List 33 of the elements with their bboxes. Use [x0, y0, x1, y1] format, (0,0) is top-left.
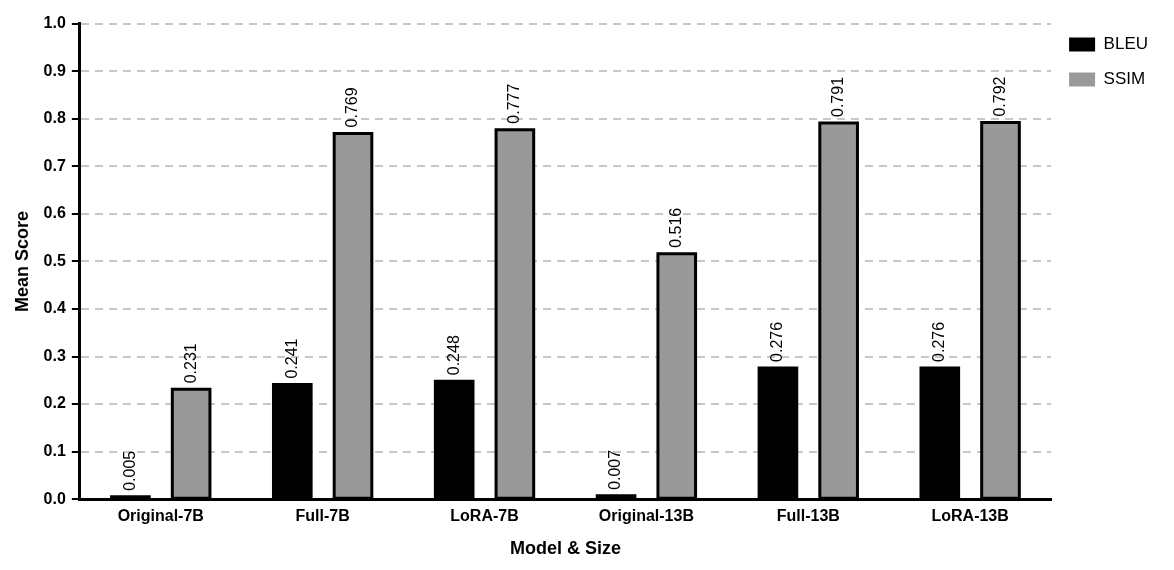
legend-label: BLEU	[1103, 34, 1149, 54]
x-tick-label: LoRA-7B	[450, 507, 519, 525]
data-label: 0.516	[667, 207, 685, 248]
legend-label: SSIM	[1103, 69, 1146, 89]
data-label: 0.005	[120, 450, 138, 491]
data-label: 0.791	[829, 76, 847, 117]
data-label: 0.777	[505, 83, 523, 124]
y-tick-label: 0.5	[43, 251, 66, 269]
data-label: 0.231	[181, 343, 199, 384]
data-label: 0.241	[282, 338, 300, 379]
y-tick-label: 0.1	[43, 442, 66, 460]
x-tick-label: Original-13B	[598, 507, 694, 525]
y-tick-label: 0.2	[43, 394, 66, 412]
y-tick-label: 0.3	[43, 346, 66, 364]
y-tick-label: 1.0	[43, 14, 66, 32]
x-tick-label: Full-7B	[295, 507, 350, 525]
x-tick-label: Original-7B	[117, 507, 204, 525]
x-tick-label: Full-13B	[776, 507, 840, 525]
data-label: 0.769	[343, 87, 361, 128]
data-label: 0.248	[444, 335, 462, 376]
x-axis-title: Model & Size	[509, 538, 621, 559]
data-label: 0.276	[768, 321, 786, 362]
y-axis-title: Mean Score	[11, 210, 32, 312]
y-tick-label: 0.4	[43, 299, 66, 317]
y-tick-label: 0.8	[43, 109, 66, 127]
data-label: 0.276	[930, 321, 948, 362]
data-label: 0.007	[606, 449, 624, 490]
y-tick-label: 0.6	[43, 204, 66, 222]
data-label: 0.792	[990, 76, 1008, 117]
y-tick-label: 0.9	[43, 61, 66, 79]
y-tick-label: 0.7	[43, 156, 66, 174]
y-tick-label: 0.0	[43, 489, 66, 507]
x-tick-label: LoRA-13B	[931, 507, 1009, 525]
